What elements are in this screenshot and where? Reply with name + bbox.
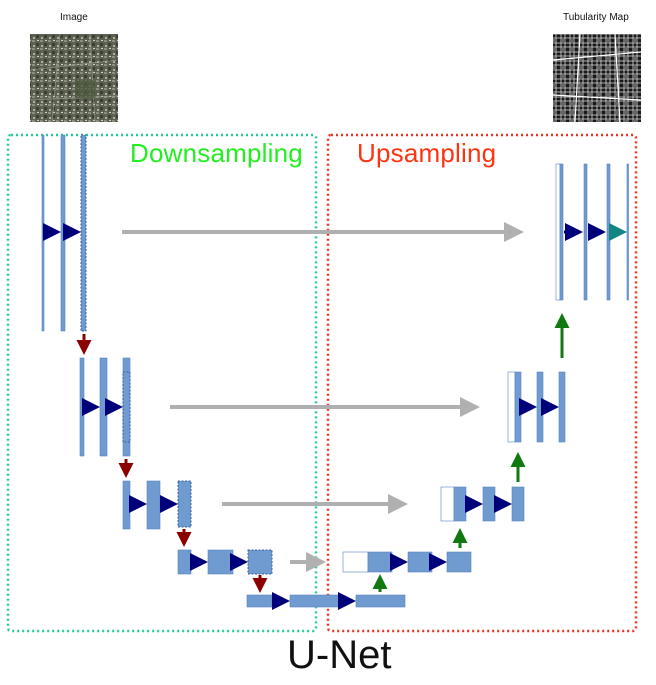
- output-image-label: Tubularity Map: [563, 12, 629, 23]
- encoder-level-1: [41, 134, 87, 332]
- encoder-level-3: [122, 480, 192, 530]
- upsampled-map: [453, 486, 467, 522]
- encoder-level-4: [177, 549, 273, 575]
- upsampling-region: [326, 133, 638, 633]
- skip-copy: [440, 486, 455, 522]
- decoder-level-2: [507, 371, 566, 443]
- feature-map: [99, 357, 108, 457]
- feature-map: [446, 551, 472, 573]
- feature-map: [41, 134, 45, 332]
- feature-map: [146, 480, 161, 530]
- decoder-level-4: [342, 551, 472, 573]
- feature-map: [536, 371, 544, 443]
- decoder-level-3: [440, 486, 525, 522]
- feature-map: [355, 594, 406, 608]
- feature-map: [558, 371, 566, 443]
- feature-map: [407, 551, 433, 573]
- output-map: [626, 163, 629, 301]
- upsampled-map: [514, 371, 522, 443]
- feature-map: [122, 480, 131, 530]
- feature-map-pooled: [80, 134, 87, 332]
- feature-map: [177, 549, 192, 575]
- skip-copy: [555, 163, 561, 301]
- feature-map: [583, 163, 588, 301]
- upsampling-label: Upsampling: [357, 138, 497, 168]
- output-image-icon: [552, 33, 642, 123]
- skip-copy: [342, 551, 369, 573]
- feature-map: [606, 163, 611, 301]
- input-image-label: Image: [60, 12, 88, 23]
- bottleneck: [246, 592, 406, 610]
- feature-map-pooled: [177, 480, 192, 528]
- downsampling-label: Downsampling: [130, 138, 303, 168]
- feature-map: [207, 549, 234, 575]
- feature-map: [246, 594, 273, 608]
- feature-map: [79, 357, 85, 457]
- feature-map: [482, 486, 496, 522]
- input-image-icon: [29, 33, 119, 123]
- unet-title: U-Net: [287, 633, 392, 677]
- skip-copy: [507, 371, 516, 443]
- feature-map: [60, 134, 66, 332]
- downsampling-region: [6, 133, 318, 633]
- feature-map-pooled: [247, 549, 273, 575]
- encoder-level-2: [79, 357, 131, 457]
- feature-map: [289, 594, 340, 608]
- decoder-level-1: [555, 163, 629, 301]
- upsampled-map: [559, 163, 564, 301]
- upsampled-map: [367, 551, 393, 573]
- feature-map: [511, 486, 525, 522]
